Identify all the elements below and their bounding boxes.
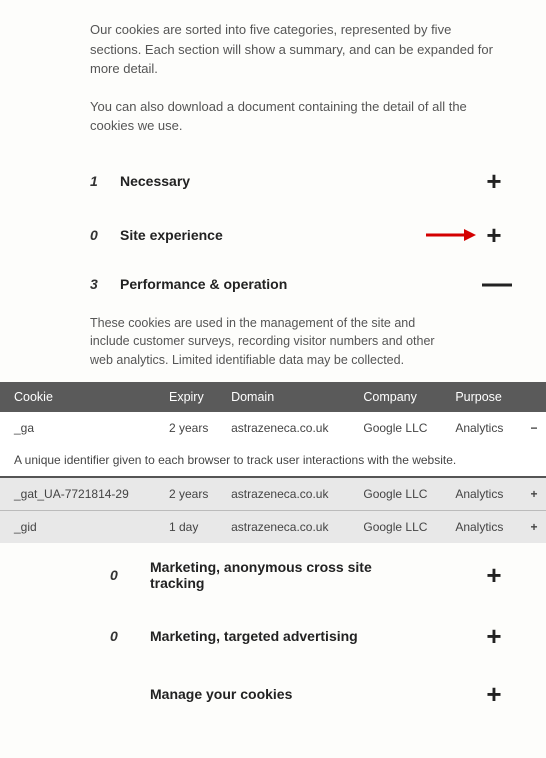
table-header-row: Cookie Expiry Domain Company Purpose (0, 382, 546, 412)
section-performance[interactable]: 3 Performance & operation ― (90, 262, 506, 306)
collapse-icon[interactable]: ― (482, 276, 506, 291)
section-title: Manage your cookies (150, 686, 482, 702)
section-marketing-anonymous[interactable]: 0 Marketing, anonymous cross site tracki… (110, 543, 506, 607)
table-row: _gid 1 day astrazeneca.co.uk Google LLC … (0, 510, 546, 543)
section-necessary[interactable]: 1 Necessary + (90, 154, 506, 208)
intro-paragraph-2: You can also download a document contain… (90, 97, 506, 136)
expand-icon[interactable]: + (482, 562, 506, 588)
cell-cookie: _gid (0, 510, 163, 543)
cell-expiry: 1 day (163, 510, 225, 543)
section-title: Site experience (120, 227, 482, 243)
section-count: 0 (90, 227, 120, 243)
cookie-table: Cookie Expiry Domain Company Purpose _ga… (0, 382, 546, 543)
section-count: 1 (90, 173, 120, 189)
col-domain: Domain (225, 382, 357, 412)
cell-domain: astrazeneca.co.uk (225, 477, 357, 511)
col-toggle (522, 382, 546, 412)
cell-domain: astrazeneca.co.uk (225, 412, 357, 444)
cell-company: Google LLC (357, 412, 449, 444)
section-title: Marketing, targeted advertising (150, 628, 482, 644)
section-count: 0 (110, 567, 150, 583)
section-count: 0 (110, 628, 150, 644)
expand-icon[interactable]: + (482, 222, 506, 248)
expand-icon[interactable]: + (482, 623, 506, 649)
table-row: _gat_UA-7721814-29 2 years astrazeneca.c… (0, 477, 546, 511)
expand-icon[interactable]: + (482, 168, 506, 194)
cookie-settings-panel: Our cookies are sorted into five categor… (0, 0, 546, 743)
section-site-experience[interactable]: 0 Site experience + (90, 208, 506, 262)
col-purpose: Purpose (449, 382, 522, 412)
cell-cookie: _ga (0, 412, 163, 444)
expand-icon[interactable]: + (482, 681, 506, 707)
intro-paragraph-1: Our cookies are sorted into five categor… (90, 20, 506, 79)
row-expand-icon[interactable]: + (522, 477, 546, 511)
col-cookie: Cookie (0, 382, 163, 412)
row-expand-icon[interactable]: + (522, 510, 546, 543)
row-collapse-icon[interactable]: − (522, 412, 546, 444)
section-title: Marketing, anonymous cross site tracking (150, 559, 482, 591)
cookie-description: A unique identifier given to each browse… (0, 444, 546, 477)
section-performance-desc: These cookies are used in the management… (90, 314, 506, 370)
col-company: Company (357, 382, 449, 412)
cell-expiry: 2 years (163, 477, 225, 511)
cell-company: Google LLC (357, 477, 449, 511)
cell-purpose: Analytics (449, 510, 522, 543)
section-title: Performance & operation (120, 276, 482, 292)
cookie-table-wrap: Cookie Expiry Domain Company Purpose _ga… (0, 382, 546, 543)
table-row-desc: A unique identifier given to each browse… (0, 444, 546, 477)
table-row: _ga 2 years astrazeneca.co.uk Google LLC… (0, 412, 546, 444)
section-manage-cookies[interactable]: Manage your cookies + (110, 665, 506, 723)
col-expiry: Expiry (163, 382, 225, 412)
section-marketing-targeted[interactable]: 0 Marketing, targeted advertising + (110, 607, 506, 665)
cell-domain: astrazeneca.co.uk (225, 510, 357, 543)
section-count: 3 (90, 276, 120, 292)
cell-purpose: Analytics (449, 412, 522, 444)
cell-cookie: _gat_UA-7721814-29 (0, 477, 163, 511)
cell-purpose: Analytics (449, 477, 522, 511)
cell-company: Google LLC (357, 510, 449, 543)
cell-expiry: 2 years (163, 412, 225, 444)
section-title: Necessary (120, 173, 482, 189)
